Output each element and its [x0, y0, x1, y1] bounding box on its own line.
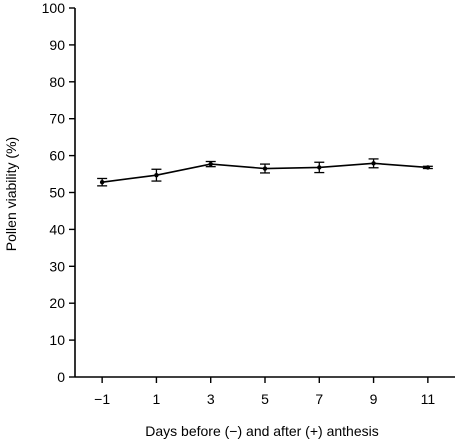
y-tick-label: 50	[49, 185, 65, 201]
x-axis: −1 1 3 5 7 9 11	[75, 376, 455, 407]
data-point	[262, 166, 268, 171]
x-axis-title: Days before (−) and after (+) anthesis	[145, 423, 378, 439]
data-point-group	[97, 177, 108, 187]
x-tick-label: −1	[94, 391, 110, 407]
y-tick-label: 30	[49, 258, 65, 274]
x-tick-label: 1	[153, 391, 161, 407]
data-point-group	[314, 161, 325, 174]
data-point	[425, 165, 431, 170]
plot-area	[97, 158, 433, 187]
data-point-group	[260, 163, 270, 174]
y-axis-title: Pollen viability (%)	[3, 137, 19, 251]
y-tick-label: 90	[49, 37, 65, 53]
y-tick-label: 0	[57, 369, 65, 385]
x-tick-label: 9	[370, 391, 378, 407]
data-point-group	[368, 158, 379, 169]
data-point	[154, 172, 159, 178]
y-tick-label: 60	[49, 148, 65, 164]
y-tick-label: 20	[49, 295, 65, 311]
y-tick-label: 40	[49, 221, 65, 237]
data-point-group	[422, 165, 433, 170]
data-point	[99, 179, 105, 185]
y-tick-label: 100	[42, 0, 66, 16]
y-axis: 0 10 20 30 40 50 60 70 80 90 100	[42, 0, 76, 385]
data-point-group	[205, 160, 216, 168]
x-tick-label: 7	[315, 391, 323, 407]
y-tick-label: 70	[49, 111, 65, 127]
x-tick-label: 11	[421, 391, 436, 407]
x-tick-label: 3	[207, 391, 215, 407]
data-point	[371, 161, 376, 166]
data-point-group	[151, 168, 162, 182]
data-point	[208, 161, 213, 167]
data-point	[317, 165, 322, 170]
x-tick-label: 5	[261, 391, 269, 407]
y-tick-label: 10	[49, 332, 65, 348]
y-tick-label: 80	[49, 74, 65, 90]
